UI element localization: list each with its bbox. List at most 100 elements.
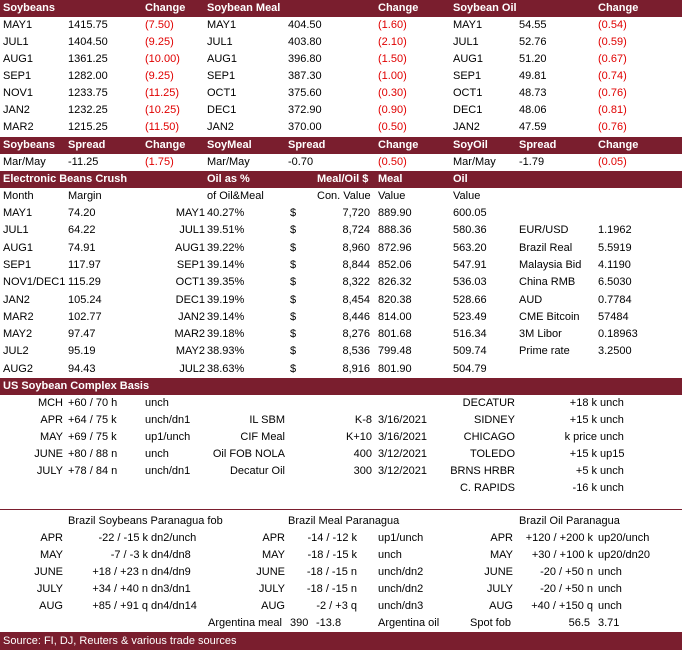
cell: JUL1 (179, 224, 205, 237)
cell: unch (378, 549, 402, 561)
cell: 74.20 (68, 207, 96, 219)
cell: DECATUR (462, 397, 515, 409)
cell: 547.91 (453, 258, 487, 271)
cell: 889.90 (378, 207, 412, 219)
header-cell: Meal (378, 173, 403, 185)
cell: K-8 (354, 414, 372, 426)
cell: Prime rate (519, 345, 570, 358)
cell: unch (600, 431, 624, 443)
cell: 0.7784 (598, 293, 632, 306)
cell: 390 (290, 617, 309, 629)
cell: (0.90) (378, 104, 407, 116)
cell: unch (600, 465, 624, 477)
cell: 51.20 (519, 53, 547, 65)
cell: 49.81 (519, 70, 547, 82)
cell: 38.63% (207, 362, 245, 375)
cell: $ (290, 258, 297, 271)
cell: unch (598, 583, 622, 595)
cell: JULY (486, 583, 513, 595)
cell: +80 / 88 n (68, 448, 118, 460)
cell: JULY (36, 583, 63, 595)
cell: JUL1 (3, 224, 29, 237)
cell: $ (290, 345, 297, 358)
cell: 8,446 (342, 310, 370, 323)
cell: 814.00 (378, 310, 412, 323)
cell: AUD (519, 293, 543, 306)
header-cell: Spread (288, 139, 326, 151)
cell: 47.59 (519, 121, 547, 133)
cell: 400 (353, 448, 372, 460)
cell: MAY (489, 549, 513, 561)
cell: +85 / +91 q (92, 600, 148, 612)
cell: APR (40, 532, 63, 544)
cell: 580.36 (453, 224, 487, 237)
cell: unch/dn1 (145, 414, 191, 426)
cell: K+10 (346, 431, 372, 443)
header-cell: Oil as % (207, 173, 250, 185)
cell: CIF Meal (240, 431, 285, 443)
cell: OCT1 (175, 276, 205, 289)
cell: 8,322 (342, 276, 370, 289)
cell: 39.14% (207, 258, 245, 271)
header-cell: Brazil Oil Paranagua (519, 515, 620, 527)
cell: +15 k (569, 448, 597, 460)
cell: 52.76 (519, 36, 547, 48)
cell: 370.00 (288, 121, 322, 133)
cell: 1233.75 (68, 87, 108, 99)
cell: 7,720 (342, 207, 370, 219)
cell: 0.18963 (598, 328, 638, 341)
cell: JAN2 (3, 293, 30, 306)
cell: (2.10) (378, 36, 407, 48)
cell: 97.47 (68, 328, 96, 341)
cell: 820.38 (378, 293, 412, 306)
cell: 387.30 (288, 70, 322, 82)
cell: +40 / +150 q (531, 600, 593, 612)
cell: Decatur Oil (229, 465, 285, 477)
cell: $ (290, 207, 297, 219)
cell: JAN2 (3, 104, 30, 116)
cell: Mar/May (207, 156, 250, 168)
cell: -18 / -15 n (306, 566, 357, 578)
cell: 1215.25 (68, 121, 108, 133)
subheader-cell: Value (378, 190, 406, 202)
cell: up1/unch (145, 431, 191, 443)
cell: JULY (36, 465, 63, 477)
cell: -11.25 (68, 156, 99, 168)
cell: (7.50) (145, 19, 174, 31)
cell: 39.18% (207, 328, 245, 341)
cell: 375.60 (288, 87, 322, 99)
cell: JUL2 (179, 362, 205, 375)
cell: dn3/dn1 (151, 583, 191, 595)
cell: 1282.00 (68, 70, 108, 82)
cell: 888.36 (378, 224, 412, 237)
cell: DEC1 (453, 104, 483, 116)
cell: 39.35% (207, 276, 245, 289)
cell: Malaysia Bid (519, 258, 582, 271)
cell: MAY1 (453, 19, 483, 31)
cell: 57484 (598, 310, 629, 323)
header-cell: SoyOil (453, 139, 488, 151)
cell: CME Bitcoin (519, 310, 580, 323)
cell: (0.74) (598, 70, 627, 82)
cell: AUG (261, 600, 285, 612)
header-cell: Change (598, 2, 639, 14)
cell: Brazil Real (519, 241, 573, 254)
cell: SEP1 (453, 70, 482, 82)
cell: 8,916 (342, 362, 370, 375)
cell: 40.27% (207, 207, 245, 219)
cell: $ (290, 310, 297, 323)
cell: C. RAPIDS (459, 482, 515, 494)
cell: unch (600, 414, 624, 426)
cell: -18 / -15 n (306, 583, 357, 595)
cell: 39.22% (207, 241, 245, 254)
cell: 38.93% (207, 345, 245, 358)
cell: +69 / 75 k (68, 431, 117, 443)
cell: up20/dn20 (598, 549, 650, 561)
cell: (0.76) (598, 87, 627, 99)
cell: (0.76) (598, 121, 627, 133)
cell: MAY (39, 431, 63, 443)
cell: JUL1 (3, 36, 29, 48)
cell: 509.74 (453, 345, 487, 358)
header-cell: Spread (519, 139, 557, 151)
